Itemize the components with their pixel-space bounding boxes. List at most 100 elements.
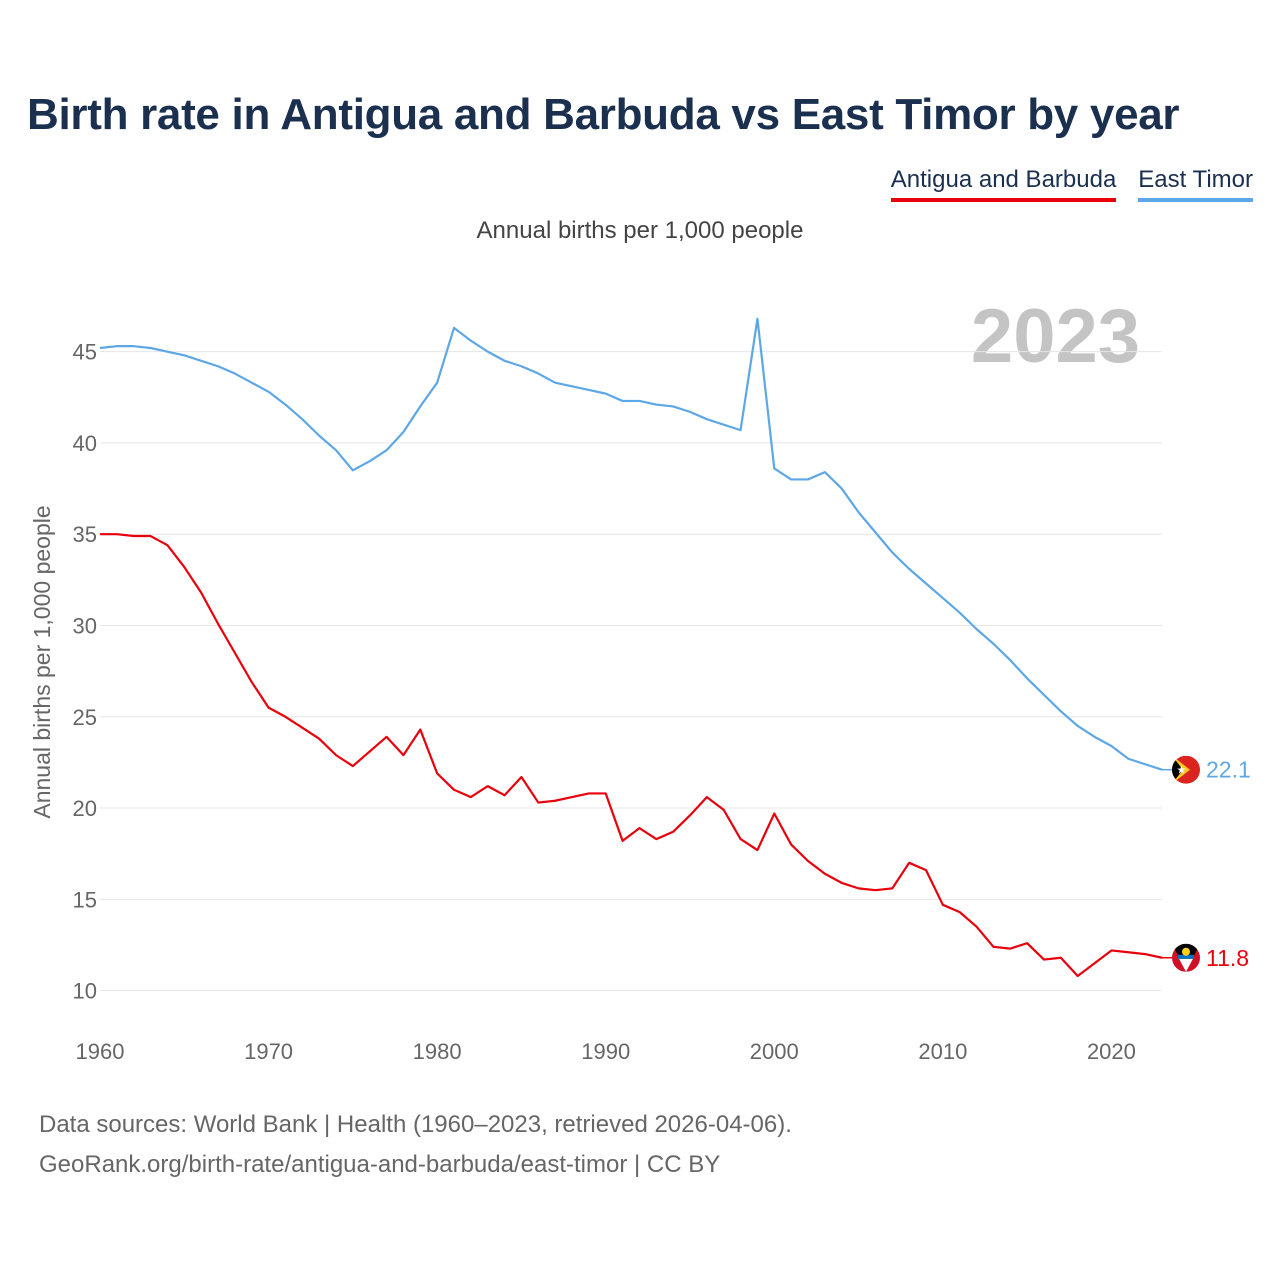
series-line-east-timor <box>99 317 1163 771</box>
series-line-antigua-and-barbuda <box>100 533 1163 978</box>
data-point <box>133 345 135 347</box>
data-point <box>1144 763 1146 765</box>
data-point <box>992 946 994 948</box>
chart-subtitle: Annual births per 1,000 people <box>476 217 804 244</box>
data-point <box>301 418 303 420</box>
data-point <box>217 623 219 625</box>
data-point <box>1093 962 1095 964</box>
data-point <box>352 469 354 471</box>
data-point <box>487 351 489 353</box>
data-point <box>267 707 269 709</box>
data-point <box>739 838 741 840</box>
data-point <box>116 533 118 535</box>
data-point <box>335 754 337 756</box>
data-point <box>200 592 202 594</box>
data-point <box>807 860 809 862</box>
data-point <box>183 566 185 568</box>
data-point <box>352 765 354 767</box>
data-point <box>992 643 994 645</box>
y-tick-label: 45 <box>73 340 97 365</box>
data-point <box>234 652 236 654</box>
data-point <box>638 827 640 829</box>
flag-triangle <box>1179 958 1193 972</box>
data-point <box>874 531 876 533</box>
flag-sun <box>1182 947 1190 956</box>
data-point <box>267 391 269 393</box>
end-value-label: 11.8 <box>1206 945 1249 971</box>
data-point <box>1144 953 1146 955</box>
data-point <box>925 869 927 871</box>
data-point <box>773 812 775 814</box>
data-point <box>891 887 893 889</box>
y-tick-label: 40 <box>73 431 97 456</box>
y-tick-label: 10 <box>73 979 97 1004</box>
data-point <box>436 772 438 774</box>
data-point <box>436 382 438 384</box>
data-point <box>908 568 910 570</box>
data-point <box>520 365 522 367</box>
data-point <box>470 796 472 798</box>
y-tick-label: 15 <box>73 887 97 912</box>
data-point <box>621 840 623 842</box>
data-point <box>1093 736 1095 738</box>
data-point <box>251 681 253 683</box>
data-point <box>874 889 876 891</box>
data-point <box>807 478 809 480</box>
data-point <box>942 904 944 906</box>
data-point <box>790 843 792 845</box>
data-point <box>402 754 404 756</box>
data-point <box>672 405 674 407</box>
data-point <box>891 551 893 553</box>
chart-title: Birth rate in Antigua and Barbuda vs Eas… <box>27 90 1180 139</box>
data-point <box>959 612 961 614</box>
data-point <box>942 597 944 599</box>
data-point <box>857 511 859 513</box>
year-watermark: 2023 <box>971 294 1140 379</box>
data-point <box>588 792 590 794</box>
data-point <box>166 351 168 353</box>
data-point <box>672 831 674 833</box>
data-point <box>959 911 961 913</box>
data-point <box>99 347 101 349</box>
data-point <box>234 372 236 374</box>
data-point <box>689 411 691 413</box>
antigua-and-barbuda-flag-icon <box>1172 943 1200 972</box>
east-timor-flag-icon: ★ <box>1172 755 1200 784</box>
data-point <box>1009 948 1011 950</box>
data-point <box>571 796 573 798</box>
data-point <box>284 716 286 718</box>
x-tick-label: 2010 <box>918 1039 967 1064</box>
y-tick-label: 35 <box>73 522 97 547</box>
data-point <box>605 792 607 794</box>
data-point <box>756 318 758 320</box>
x-tick-label: 2020 <box>1087 1039 1136 1064</box>
data-point <box>301 727 303 729</box>
data-point <box>318 738 320 740</box>
data-point <box>841 882 843 884</box>
flag-star: ★ <box>1177 764 1187 777</box>
data-point <box>1127 758 1129 760</box>
legend-item-east-timor[interactable]: East Timor <box>1138 165 1253 202</box>
data-point <box>251 382 253 384</box>
data-point <box>1060 957 1062 959</box>
legend-item-antigua-and-barbuda[interactable]: Antigua and Barbuda <box>890 165 1117 202</box>
data-point <box>925 582 927 584</box>
source-link[interactable]: GeoRank.org/birth-rate/antigua-and-barbu… <box>39 1151 721 1178</box>
data-point <box>537 372 539 374</box>
data-point <box>318 435 320 437</box>
data-point <box>824 873 826 875</box>
data-point <box>537 801 539 803</box>
data-point <box>790 478 792 480</box>
data-point <box>402 431 404 433</box>
flag-triangle <box>1172 755 1183 784</box>
data-point <box>1043 958 1045 960</box>
data-point <box>605 393 607 395</box>
data-point <box>638 400 640 402</box>
data-point <box>116 345 118 347</box>
data-point <box>621 400 623 402</box>
data-point <box>503 794 505 796</box>
data-point <box>284 403 286 405</box>
data-point <box>1060 710 1062 712</box>
data-point <box>385 736 387 738</box>
data-point <box>571 385 573 387</box>
